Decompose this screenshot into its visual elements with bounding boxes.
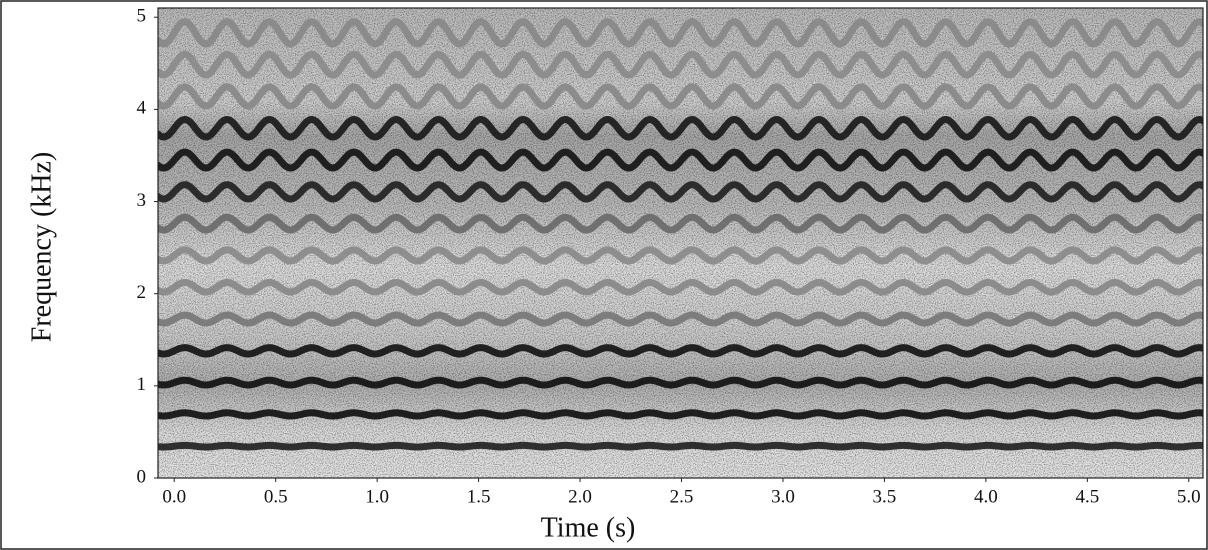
y-tick-label: 5 xyxy=(137,6,147,27)
harmonic xyxy=(158,376,1203,389)
harmonic xyxy=(158,116,1203,141)
y-axis-title: Frequency (kHz) xyxy=(26,152,57,342)
harmonic xyxy=(158,409,1203,420)
harmonic xyxy=(158,246,1203,265)
x-tick-label: 2.0 xyxy=(568,486,592,507)
x-tick-label: 3.0 xyxy=(771,486,795,507)
x-tick-label: 5.0 xyxy=(1177,486,1201,507)
harmonic xyxy=(158,181,1203,203)
spectrogram-noise xyxy=(158,8,1203,478)
x-axis-title: Time (s) xyxy=(541,512,636,543)
harmonic xyxy=(158,279,1203,296)
x-tick-label: 0.5 xyxy=(264,486,288,507)
harmonic xyxy=(158,50,1203,79)
y-tick-label: 4 xyxy=(137,98,147,119)
y-tick-label: 3 xyxy=(137,190,147,211)
y-tick-label: 0 xyxy=(137,466,147,487)
x-tick-label: 1.5 xyxy=(467,486,491,507)
harmonic xyxy=(158,213,1203,234)
harmonic xyxy=(158,148,1203,172)
harmonic xyxy=(158,18,1203,48)
x-tick-label: 1.0 xyxy=(365,486,389,507)
y-tick-label: 1 xyxy=(137,374,147,395)
x-tick-label: 2.5 xyxy=(670,486,694,507)
harmonic xyxy=(158,311,1203,327)
x-tick-label: 4.0 xyxy=(974,486,998,507)
x-tick-label: 3.5 xyxy=(873,486,897,507)
plot-area xyxy=(158,8,1203,478)
x-tick-label: 4.5 xyxy=(1075,486,1099,507)
harmonic xyxy=(158,441,1203,451)
x-tick-label: 0.0 xyxy=(162,486,186,507)
harmonic xyxy=(158,344,1203,358)
harmonic xyxy=(158,83,1203,110)
y-tick-label: 2 xyxy=(137,282,147,303)
harmonics xyxy=(158,18,1203,451)
plot-frame xyxy=(157,7,1204,479)
